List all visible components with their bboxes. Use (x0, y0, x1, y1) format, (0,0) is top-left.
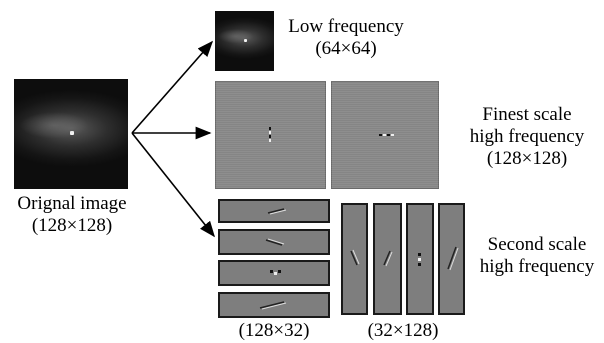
finest-scale-panel-1 (215, 81, 326, 189)
second-scale-vertical-2 (373, 203, 402, 315)
original-image (14, 79, 128, 189)
original-label-title: Orignal image (17, 193, 127, 214)
second-scale-label: Second scale high frequency (472, 234, 602, 278)
finest-scale-panel-2 (331, 81, 439, 189)
second-scale-vertical-3 (406, 203, 434, 315)
finest-feature-1 (269, 127, 271, 142)
original-image-label: Orignal image (128×128) (4, 193, 140, 237)
second-label-line2: high frequency (479, 256, 595, 277)
finest-label-line2: high frequency (469, 126, 585, 147)
low-label-size: (64×64) (315, 38, 377, 59)
low-label-title: Low frequency (288, 16, 404, 37)
second-vertical-size-label: (32×128) (367, 320, 439, 341)
second-scale-horizontal-2 (218, 229, 330, 255)
original-label-size: (128×128) (31, 215, 113, 236)
arrow-to-low-frequency (131, 40, 214, 134)
low-frequency-spot (244, 39, 247, 42)
finest-label-line1: Finest scale (482, 104, 572, 125)
low-frequency-label: Low frequency (64×64) (276, 16, 416, 60)
second-scale-horizontal-4 (218, 292, 330, 318)
finest-label-size: (128×128) (486, 148, 568, 169)
finest-scale-label: Finest scale high frequency (128×128) (452, 104, 602, 170)
second-scale-vertical-1 (341, 203, 368, 315)
target-spot (70, 131, 74, 135)
arrow-to-second-scale (131, 132, 215, 238)
second-horizontal-size-label: (128×32) (238, 320, 310, 341)
second-scale-horizontal-1 (218, 199, 330, 223)
second-scale-vertical-4 (438, 203, 465, 315)
second-label-line1: Second scale (487, 234, 587, 255)
low-frequency-image (215, 11, 274, 71)
finest-feature-2 (379, 134, 394, 136)
second-scale-horizontal-3 (218, 260, 330, 286)
